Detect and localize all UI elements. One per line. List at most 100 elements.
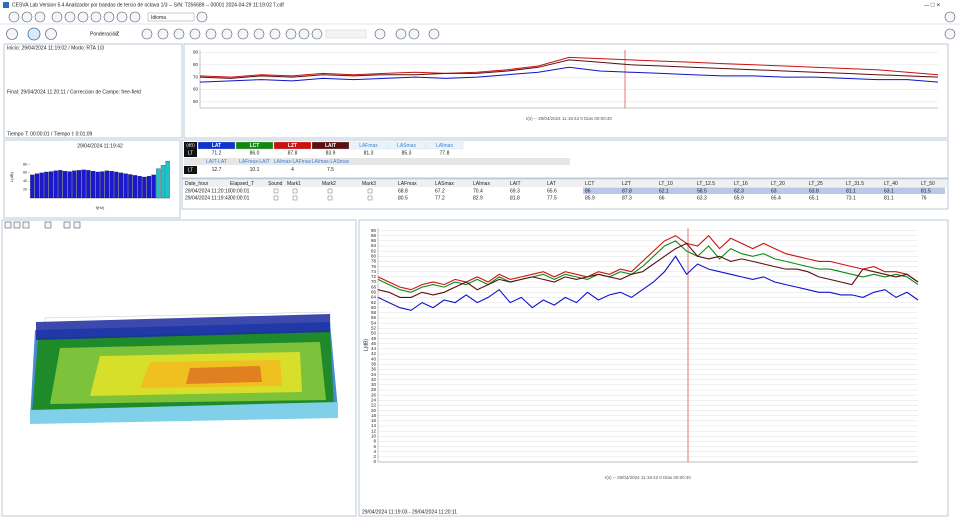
column-header: LCT [585, 181, 594, 187]
weighting-value[interactable]: Z [116, 31, 119, 37]
y-tick-label: 58 [371, 310, 377, 315]
tool-button[interactable] [44, 221, 52, 229]
tool-button[interactable] [157, 28, 169, 40]
level-value: 12.7 [212, 167, 222, 173]
help-button[interactable] [196, 11, 208, 23]
checkbox[interactable] [292, 195, 298, 201]
bar [151, 174, 156, 199]
checkbox[interactable] [273, 195, 279, 201]
tool-button[interactable] [205, 28, 217, 40]
column-header: LCT [250, 143, 260, 149]
tool-button[interactable] [45, 28, 57, 40]
y-tick-label: 38 [371, 361, 377, 366]
y-tick-label: 70 [193, 74, 199, 79]
column-header: LT_31.5 [846, 181, 864, 187]
y-tick-label: 50 [193, 99, 199, 104]
tool-button[interactable] [189, 28, 201, 40]
export-button[interactable] [944, 11, 956, 23]
bar [132, 175, 138, 199]
tool-button[interactable] [408, 28, 420, 40]
y-tick-label: 42 [371, 351, 377, 356]
footer-range: 29/04/2024 11:19:03 - 29/04/2024 11:20:1… [362, 509, 457, 515]
tool-button[interactable] [34, 11, 46, 23]
column-header: LAImax [436, 143, 453, 149]
tool-button[interactable] [77, 11, 89, 23]
y-tick-label: 80 [371, 253, 377, 258]
checkbox[interactable] [367, 188, 373, 194]
tool-button[interactable] [6, 28, 18, 40]
header-cell [235, 141, 274, 150]
checkbox[interactable] [367, 195, 373, 201]
header-cell [273, 141, 312, 150]
tool-button[interactable] [141, 28, 153, 40]
y-tick-label: 10 [371, 433, 377, 438]
y-tick-label: 46 [371, 341, 377, 346]
info-panel [3, 43, 183, 139]
tool-button[interactable] [51, 11, 63, 23]
bar [72, 170, 77, 199]
tool-button[interactable] [311, 28, 323, 40]
cell-text: 29/04/2024 11:20:10 [185, 188, 231, 194]
cell-text: 29/04/2024 11:19:43 [185, 195, 231, 201]
tool-button[interactable] [298, 28, 310, 40]
tool-button[interactable] [8, 11, 20, 23]
level-value: 10.1 [250, 167, 260, 173]
tool-button[interactable] [22, 221, 30, 229]
y-tick-label: 20 [371, 408, 377, 413]
language-select[interactable] [147, 12, 195, 22]
tool-button[interactable] [374, 28, 386, 40]
cell-text: 81.1 [884, 195, 894, 201]
tool-button[interactable] [428, 28, 440, 40]
checkbox[interactable] [273, 188, 279, 194]
tool-button[interactable] [90, 11, 102, 23]
tool-button[interactable] [395, 28, 407, 40]
tool-button[interactable] [269, 28, 281, 40]
tool-button[interactable] [73, 221, 81, 229]
bar [165, 160, 170, 199]
y-tick-label: 62 [371, 300, 377, 305]
close-button[interactable] [944, 28, 956, 40]
y-tick-label: 66 [371, 289, 377, 294]
tool-button[interactable] [21, 11, 33, 23]
checkbox[interactable] [292, 188, 298, 194]
series-line [377, 234, 919, 291]
tool-button[interactable] [285, 28, 297, 40]
tool-button[interactable] [64, 11, 76, 23]
column-header: LT_16 [734, 181, 748, 187]
column-header: Mark2 [322, 181, 336, 187]
checkbox[interactable] [327, 195, 333, 201]
column-header: Sound [268, 181, 283, 187]
y-tick-label: 52 [371, 325, 377, 330]
bar [67, 171, 72, 199]
checkbox[interactable] [327, 188, 333, 194]
tool-button[interactable] [103, 11, 115, 23]
column-header: LASmax [397, 143, 416, 149]
tool-button[interactable] [173, 28, 185, 40]
y-tick-label: 84 [371, 243, 377, 248]
column-header: LAIT-LAT [206, 159, 227, 165]
tool-button[interactable] [237, 28, 249, 40]
window-controls[interactable]: — ☐ ✕ [924, 2, 940, 8]
y-tick-label: 80 [193, 62, 199, 67]
cell-text: 85.9 [585, 195, 595, 201]
y-tick-label: 18 [371, 413, 377, 418]
cell-text: 65.1 [809, 195, 819, 201]
header-cell [425, 141, 464, 150]
toolbar: Idioma [8, 11, 956, 23]
surface-3d [4, 221, 338, 424]
zoom-select[interactable] [325, 29, 367, 39]
tool-button[interactable] [116, 11, 128, 23]
header-cell [311, 141, 350, 150]
tool-button[interactable] [13, 221, 21, 229]
y-tick-label: 32 [371, 377, 377, 382]
level-value: 81.3 [364, 150, 374, 156]
tool-button-active[interactable] [27, 27, 41, 41]
surface-band [186, 366, 262, 384]
tool-button[interactable] [4, 221, 12, 229]
tool-button[interactable] [129, 11, 141, 23]
tool-button[interactable] [221, 28, 233, 40]
tool-button[interactable] [63, 221, 71, 229]
chart-title: 29/04/2024 11:19:42 [77, 143, 123, 149]
bar [156, 168, 161, 199]
tool-button[interactable] [253, 28, 265, 40]
